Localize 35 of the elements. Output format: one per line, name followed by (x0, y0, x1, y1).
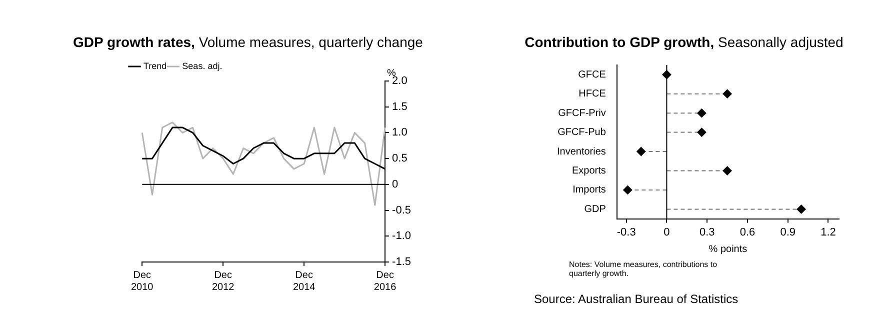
y-tick-label: 1.5 (392, 100, 408, 113)
legend-label: Seas. adj. (182, 60, 222, 71)
x-tick-label: 0 (664, 226, 670, 238)
y-tick-label: HFCE (578, 88, 606, 100)
y-tick-label: -1.5 (392, 256, 412, 268)
y-tick-label: 0.5 (392, 152, 408, 165)
y-tick-label: -0.5 (392, 204, 412, 216)
x-tick-label: Dec 2016 (374, 270, 397, 293)
x-axis-title: % points (708, 244, 748, 255)
legend-label: Trend (144, 60, 167, 71)
x-tick-label: -0.3 (616, 226, 636, 238)
x-tick-label: 0.3 (699, 226, 715, 238)
x-tick-label: 0.9 (780, 226, 796, 238)
y-tick-label: GDP (584, 204, 606, 215)
x-tick-label: 1.2 (820, 226, 836, 238)
y-tick-label: Exports (572, 165, 606, 176)
y-tick-label: -1.0 (392, 230, 412, 242)
y-tick-label: Imports (572, 184, 606, 196)
chart-title: Contribution to GDP growth, (524, 34, 714, 50)
y-tick-label: 0 (392, 178, 398, 190)
y-tick-label: GFCF-Pub (558, 127, 606, 138)
x-tick-label: Dec 2014 (292, 270, 316, 293)
text: Notes: Volume measures, contributions to quarterly growth. (569, 260, 718, 278)
x-tick-label: Dec 2012 (212, 270, 235, 293)
chart-subtitle: Volume measures, quarterly change (198, 34, 423, 50)
chart-subtitle: Seasonally adjusted (718, 34, 844, 50)
y-tick-label: GFCE (578, 69, 606, 80)
y-tick-label: 2.0 (392, 75, 408, 88)
x-tick-label: 0.6 (740, 226, 756, 238)
y-tick-label: 1.0 (392, 126, 408, 139)
chart-title: GDP growth rates, (73, 34, 195, 50)
y-tick-label: GFCF-Priv (558, 108, 606, 119)
source-note: Source: Australian Bureau of Statistics (534, 292, 740, 306)
x-tick-label: Dec 2010 (131, 270, 154, 293)
y-tick-label: Inventories (556, 146, 606, 158)
